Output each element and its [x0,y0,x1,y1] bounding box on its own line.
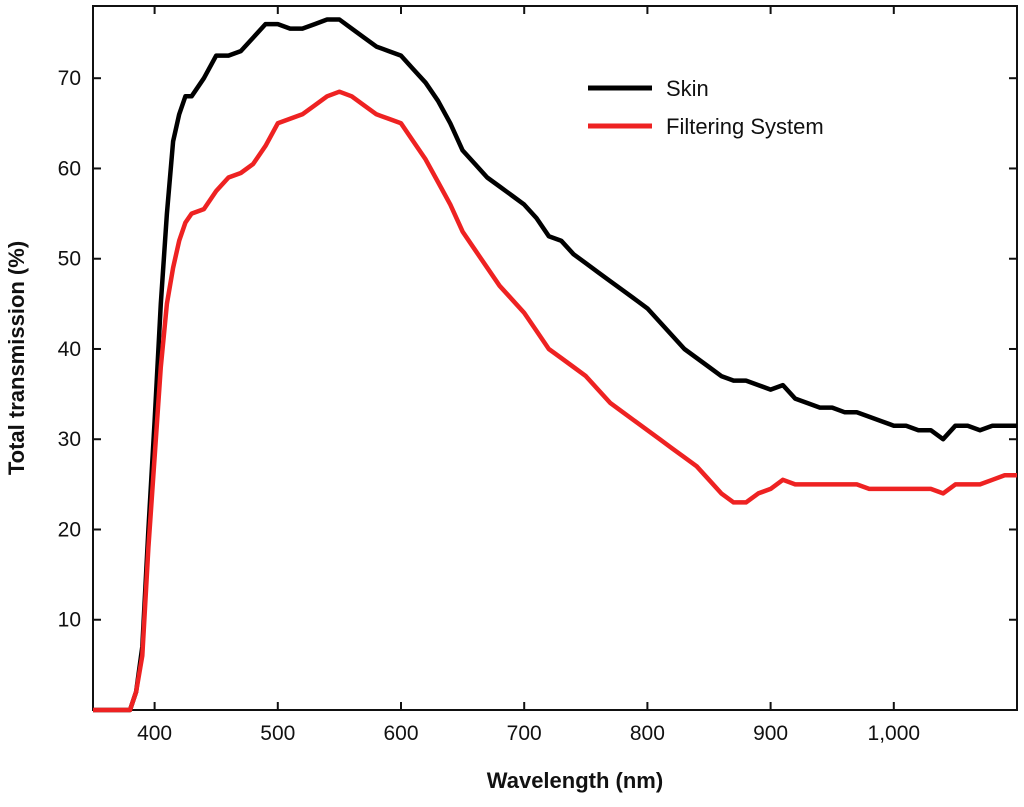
y-tick-label: 30 [58,428,81,451]
x-tick-label: 800 [630,722,665,745]
y-tick-label: 40 [58,338,81,361]
plot-area [92,5,1018,711]
plot-frame [92,5,1018,711]
legend-label-skin: Skin [666,76,709,101]
series-line-skin [93,17,1017,713]
x-tick-label: 600 [383,722,418,745]
y-tick-label: 50 [58,248,81,271]
x-tick-label: 700 [507,722,542,745]
x-tick-label: 1,000 [868,722,921,745]
y-tick-label: 20 [58,518,81,541]
y-tick-label: 10 [58,609,81,632]
x-tick-label: 500 [260,722,295,745]
series-layer [93,17,1017,713]
axes-layer: 400 500 600 700 800 900 1,000 10 20 30 40 50 60 70 [58,6,1017,745]
x-tick-label: 400 [137,722,172,745]
x-tick-label: 900 [753,722,788,745]
series-line-filtering-system [93,89,1017,713]
x-axis-title: Wavelength (nm) [487,768,663,793]
y-axis-title: Total transmission (%) [4,241,29,475]
y-tick-label: 60 [58,157,81,180]
y-tick-label: 70 [58,67,81,90]
legend-label-filtering-system: Filtering System [666,114,824,139]
legend: Skin Filtering System [588,76,824,139]
